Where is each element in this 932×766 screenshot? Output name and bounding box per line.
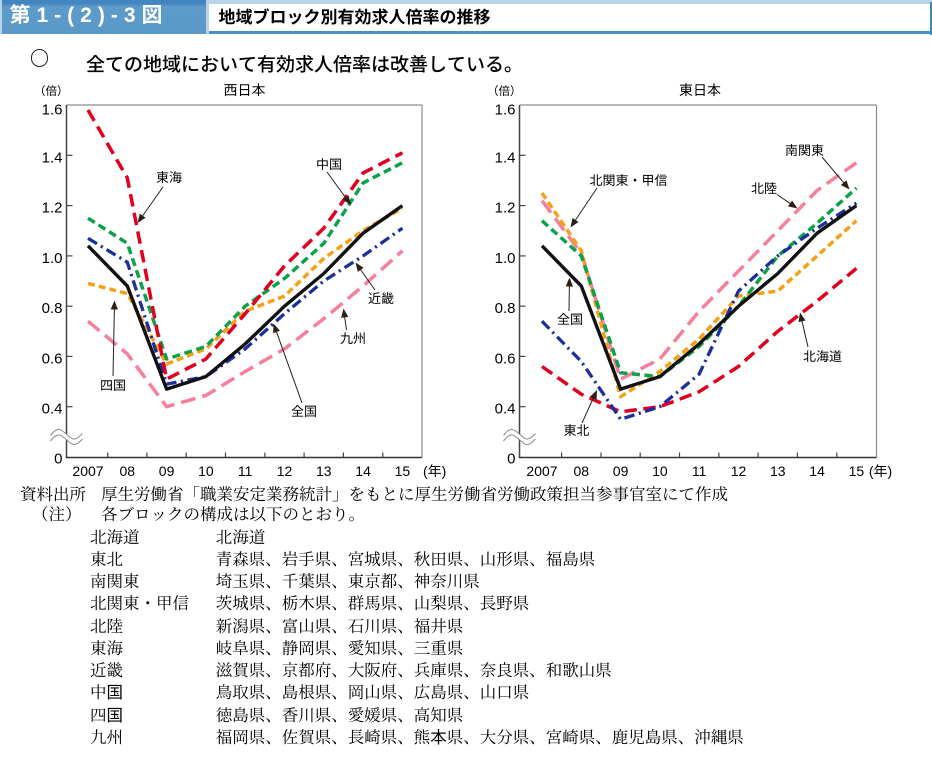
svg-text:11: 11 [692, 463, 707, 479]
svg-text:0: 0 [54, 450, 62, 467]
svg-text:1.2: 1.2 [42, 200, 63, 217]
svg-text:(年): (年) [869, 463, 892, 479]
svg-text:0.4: 0.4 [495, 401, 516, 418]
svg-text:南関東: 南関東 [785, 143, 824, 158]
svg-text:14: 14 [355, 463, 371, 479]
svg-text:東北: 東北 [564, 423, 590, 438]
svg-text:11: 11 [238, 463, 253, 479]
svg-text:全国: 全国 [291, 404, 317, 419]
svg-text:12: 12 [731, 463, 747, 479]
svg-text:13: 13 [316, 463, 332, 479]
svg-text:東海: 東海 [156, 170, 182, 185]
svg-text:2007: 2007 [526, 463, 557, 479]
svg-text:全国: 全国 [557, 312, 583, 327]
svg-text:0.8: 0.8 [495, 300, 516, 317]
svg-text:1.2: 1.2 [495, 200, 516, 217]
svg-text:10: 10 [652, 463, 668, 479]
svg-text:北陸: 北陸 [751, 181, 777, 196]
svg-text:0.8: 0.8 [42, 300, 63, 317]
svg-text:1.4: 1.4 [495, 149, 516, 166]
svg-text:09: 09 [613, 463, 629, 479]
svg-text:近畿: 近畿 [368, 291, 394, 306]
svg-text:中国: 中国 [316, 157, 342, 172]
svg-text:1.0: 1.0 [495, 250, 516, 267]
svg-text:四国: 四国 [100, 378, 126, 393]
svg-text:北関東・甲信: 北関東・甲信 [590, 173, 668, 188]
svg-text:12: 12 [277, 463, 293, 479]
svg-text:10: 10 [198, 463, 214, 479]
svg-text:(年): (年) [423, 463, 446, 479]
svg-text:09: 09 [159, 463, 175, 479]
svg-text:2007: 2007 [72, 463, 103, 479]
svg-text:東日本: 東日本 [679, 82, 721, 98]
svg-text:西日本: 西日本 [224, 82, 266, 98]
svg-text:1.6: 1.6 [495, 101, 516, 118]
svg-text:08: 08 [574, 463, 590, 479]
svg-text:15: 15 [395, 463, 411, 479]
svg-text:1.4: 1.4 [42, 149, 63, 166]
svg-text:1.6: 1.6 [42, 101, 63, 118]
svg-text:（倍）: （倍） [34, 85, 69, 98]
svg-text:1.0: 1.0 [42, 250, 63, 267]
svg-text:0.6: 0.6 [42, 350, 63, 367]
svg-text:北海道: 北海道 [803, 349, 842, 364]
svg-text:九州: 九州 [340, 331, 366, 346]
svg-text:08: 08 [120, 463, 136, 479]
svg-text:14: 14 [809, 463, 825, 479]
svg-text:0.6: 0.6 [495, 350, 516, 367]
svg-text:13: 13 [770, 463, 786, 479]
svg-text:0: 0 [507, 450, 515, 467]
svg-text:0.4: 0.4 [42, 401, 63, 418]
svg-text:15: 15 [849, 463, 865, 479]
svg-text:（倍）: （倍） [487, 85, 522, 98]
